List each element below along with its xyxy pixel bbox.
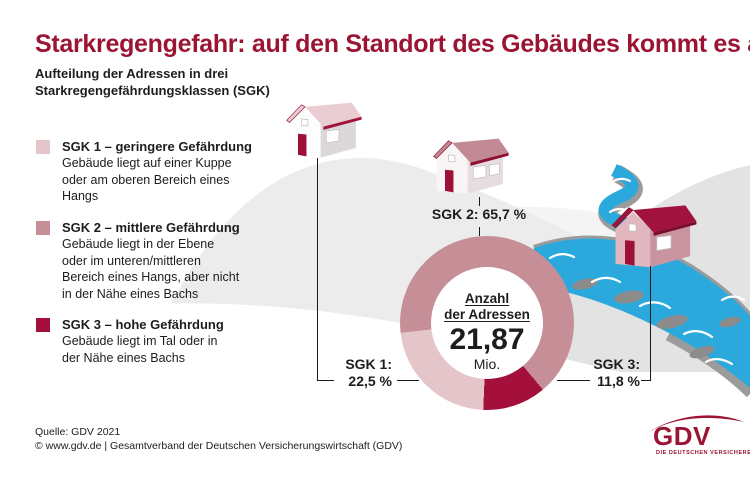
callout-line-sgk2-upper	[479, 197, 480, 206]
legend-desc-sgk2: Gebäude liegt in der Ebene oder im unter…	[62, 237, 240, 301]
legend-desc-sgk3: Gebäude liegt im Tal oder in der Nähe ei…	[62, 334, 218, 365]
callout-label-sgk1-name: SGK 1:	[345, 356, 392, 372]
gdv-logo-text: GDV	[653, 421, 711, 451]
page-title: Starkregengefahr: auf den Standort des G…	[35, 30, 750, 58]
legend-desc-sgk1: Gebäude liegt auf einer Kuppe oder am ob…	[62, 156, 232, 203]
callout-label-sgk1: SGK 1: 22,5 %	[330, 356, 392, 390]
source-line2: © www.gdv.de | Gesamtverband der Deutsch…	[35, 440, 403, 452]
gdv-logo-tagline: DIE DEUTSCHEN VERSICHERER	[656, 450, 750, 456]
legend-swatch-sgk1	[36, 140, 50, 154]
river-illustration	[532, 164, 750, 398]
source-line1: Quelle: GDV 2021	[35, 426, 121, 438]
page-subtitle: Aufteilung der Adressen in drei Starkreg…	[35, 66, 270, 98]
callout-line-sgk1-to-donut	[397, 380, 419, 381]
callout-line-sgk3-to-donut	[557, 380, 590, 381]
legend-item-sgk1: SGK 1 – geringere Gefährdung Gebäude lie…	[35, 138, 295, 205]
donut-center-text: Anzahl der Adressen 21,87 Mio.	[427, 291, 547, 372]
legend-swatch-sgk3	[36, 318, 50, 332]
donut-center-heading-line2: der Adressen	[444, 306, 530, 322]
callout-line-sgk3-elbow	[641, 380, 650, 381]
house-sgk2-illustration	[428, 133, 510, 198]
callout-label-sgk3: SGK 3: 11,8 %	[578, 356, 640, 390]
house-sgk1-illustration	[281, 97, 363, 162]
donut-center-value: 21,87	[449, 323, 525, 356]
callout-label-sgk2: SGK 2: 65,7 %	[431, 206, 527, 222]
callout-line-sgk2-lower	[479, 227, 480, 236]
callout-line-sgk3-vertical	[650, 266, 651, 381]
donut-center-heading-line1: Anzahl	[464, 291, 510, 306]
legend-label-sgk1: SGK 1 – geringere Gefährdung	[62, 139, 252, 154]
legend-label-sgk3: SGK 3 – hohe Gefährdung	[62, 317, 224, 332]
legend-label-sgk2: SGK 2 – mittlere Gefährdung	[62, 220, 240, 235]
callout-line-sgk1-elbow	[317, 380, 334, 381]
callout-line-sgk1-vertical	[317, 158, 318, 380]
callout-label-sgk3-name: SGK 3:	[593, 356, 640, 372]
legend-item-sgk3: SGK 3 – hohe Gefährdung Gebäude liegt im…	[35, 316, 295, 366]
legend-item-sgk2: SGK 2 – mittlere Gefährdung Gebäude lieg…	[35, 219, 295, 302]
source-note: Quelle: GDV 2021 © www.gdv.de | Gesamtve…	[35, 425, 402, 453]
donut-center-unit: Mio.	[473, 356, 501, 372]
house-sgk3-illustration	[606, 199, 698, 272]
valley-white-sweep	[0, 303, 750, 482]
callout-label-sgk1-value: 22,5 %	[348, 373, 392, 389]
donut-chart-hole	[431, 267, 543, 379]
legend-swatch-sgk2	[36, 221, 50, 235]
callout-label-sgk3-value: 11,8 %	[597, 373, 640, 389]
